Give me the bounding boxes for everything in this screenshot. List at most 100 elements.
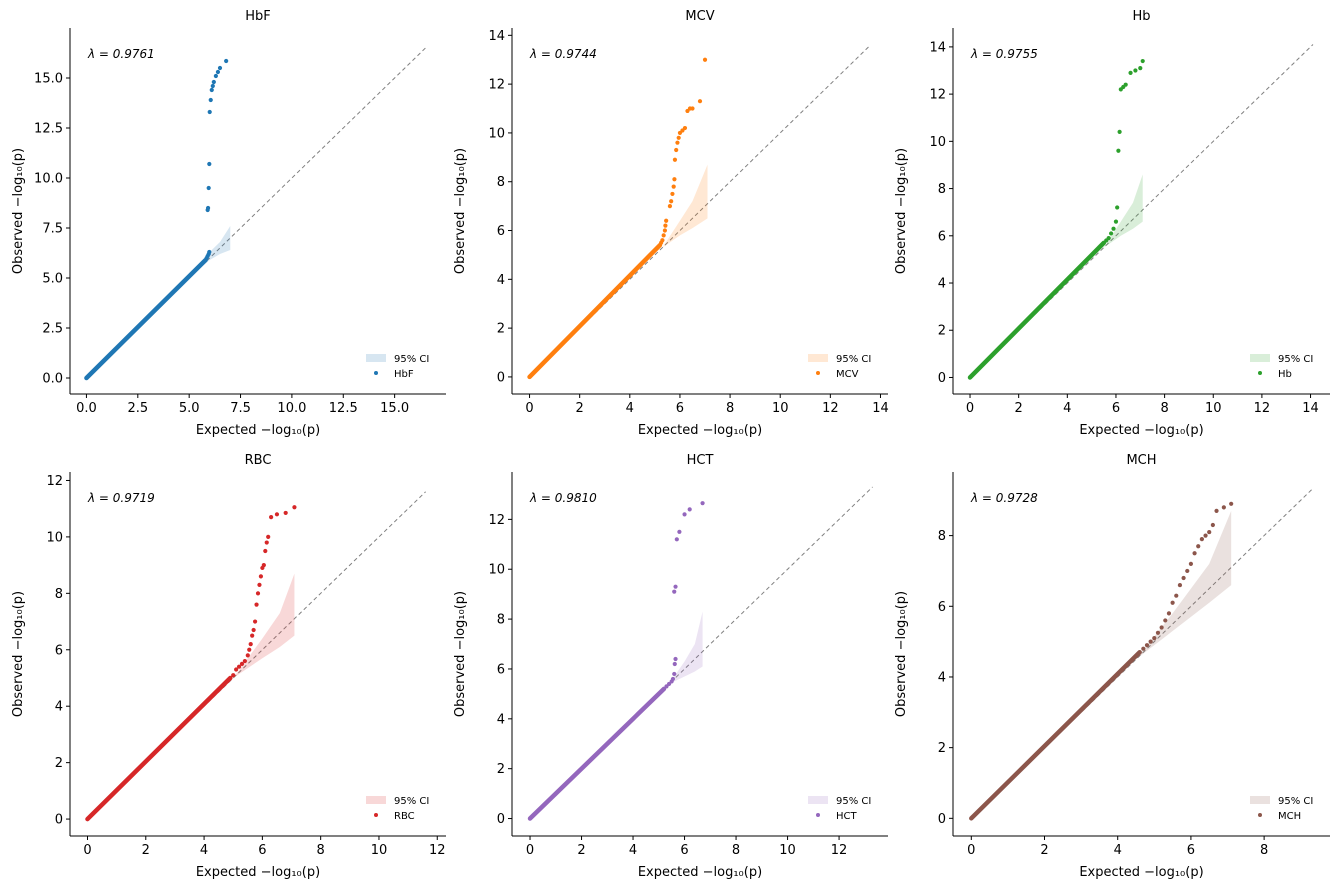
qq-point	[1108, 231, 1114, 236]
x-axis-label: Expected −log₁₀(p)	[638, 865, 762, 880]
legend: 95% CI MCV	[808, 354, 871, 380]
y-tick-label: 2	[938, 324, 946, 339]
qq-point	[672, 589, 677, 594]
y-tick-label: 4	[497, 712, 505, 727]
qq-point	[206, 185, 211, 191]
legend: 95% CI RBC	[366, 796, 429, 822]
y-tick-label: 0	[938, 812, 946, 827]
x-tick-label: 2	[577, 843, 585, 858]
x-tick-label: 15.0	[380, 401, 409, 416]
y-tick-label: 2	[497, 762, 505, 777]
y-tick-label: 6	[938, 600, 946, 615]
qq-point	[1123, 82, 1128, 87]
qq-points-bulk	[967, 240, 1107, 380]
x-tick-label: 4	[626, 401, 634, 416]
x-tick-label: 2	[1040, 843, 1048, 858]
x-tick-label: 6	[1187, 843, 1195, 858]
x-axis-label: Expected −log₁₀(p)	[1079, 423, 1203, 438]
x-tick-label: 4	[1063, 401, 1071, 416]
legend-ci-swatch	[1250, 796, 1270, 804]
qq-point	[254, 602, 259, 607]
qq-point	[1159, 625, 1164, 630]
qq-point	[283, 510, 288, 516]
panel-title: HCT	[687, 453, 714, 468]
y-tick-label: 12	[929, 88, 946, 103]
qq-point	[1138, 66, 1143, 71]
qq-point	[252, 619, 258, 624]
qq-point	[1185, 568, 1190, 574]
qq-point	[676, 135, 681, 140]
ci-band	[662, 164, 708, 248]
y-tick-label: 12	[488, 513, 505, 528]
qq-point	[1199, 537, 1204, 542]
qq-points-bulk	[527, 686, 667, 821]
legend-series-marker	[816, 371, 820, 375]
qq-point	[215, 69, 221, 75]
qq-point	[239, 661, 245, 666]
y-tick-label: 6	[55, 643, 63, 658]
x-tick-label: 8	[726, 401, 734, 416]
y-tick-label: 15.0	[34, 72, 63, 87]
x-tick-label: 8	[1160, 401, 1168, 416]
legend-series-label: MCH	[1278, 811, 1301, 822]
lambda-annotation: λ = 0.9744	[529, 47, 597, 61]
ci-band	[669, 611, 703, 684]
qq-point	[1116, 148, 1121, 153]
qq-points-bulk	[84, 257, 208, 381]
qq-point	[1155, 630, 1161, 635]
x-tick-label: 4	[200, 843, 208, 858]
qq-point	[671, 184, 676, 189]
x-axis-label: Expected −log₁₀(p)	[196, 423, 320, 438]
y-axis-label: Observed −log₁₀(p)	[453, 591, 468, 717]
y-tick-label: 6	[938, 229, 946, 244]
y-tick-label: 0.0	[42, 372, 63, 387]
y-tick-label: 4	[938, 670, 946, 685]
y-axis-label: Observed −log₁₀(p)	[11, 148, 26, 274]
y-tick-label: 4	[55, 700, 63, 715]
qq-point	[224, 58, 229, 64]
y-tick-label: 0	[497, 370, 505, 385]
x-tick-label: 14	[1302, 401, 1319, 416]
qq-point	[1203, 533, 1208, 538]
legend-series-marker	[374, 371, 378, 375]
qq-point	[264, 540, 269, 545]
qq-point	[1106, 236, 1111, 241]
qq-point	[674, 147, 679, 153]
legend-series-label: RBC	[394, 811, 415, 822]
y-tick-label: 10	[46, 530, 63, 545]
qq-point	[1188, 561, 1194, 566]
x-tick-label: 8	[317, 843, 325, 858]
qq-point	[677, 529, 682, 534]
x-tick-label: 4	[629, 843, 637, 858]
x-tick-label: 12	[429, 843, 446, 858]
qq-point	[1177, 582, 1183, 588]
qq-point	[674, 537, 679, 542]
qq-point	[1181, 575, 1186, 581]
x-tick-label: 0	[83, 843, 91, 858]
x-tick-label: 8	[1260, 843, 1268, 858]
qq-point	[1174, 593, 1179, 598]
qq-point	[1115, 205, 1120, 210]
legend-ci-label: 95% CI	[836, 796, 871, 807]
panel-title: MCH	[1126, 453, 1156, 468]
lambda-annotation: λ = 0.9761	[87, 47, 155, 61]
qq-point	[661, 233, 666, 238]
qq-point	[1214, 508, 1219, 513]
x-tick-label: 0	[967, 843, 975, 858]
qq-point	[700, 501, 705, 506]
qq-point	[673, 584, 678, 589]
qq-point	[292, 505, 297, 510]
y-tick-label: 10.0	[34, 172, 63, 187]
y-tick-label: 12.5	[34, 122, 63, 137]
qq-point	[247, 647, 252, 652]
qq-point	[236, 664, 242, 669]
x-tick-label: 0	[526, 843, 534, 858]
x-tick-label: 0	[966, 401, 974, 416]
legend-ci-label: 95% CI	[1278, 796, 1313, 807]
y-tick-label: 2.5	[42, 322, 63, 337]
y-tick-label: 0	[938, 371, 946, 386]
legend-series-label: MCV	[836, 369, 859, 380]
